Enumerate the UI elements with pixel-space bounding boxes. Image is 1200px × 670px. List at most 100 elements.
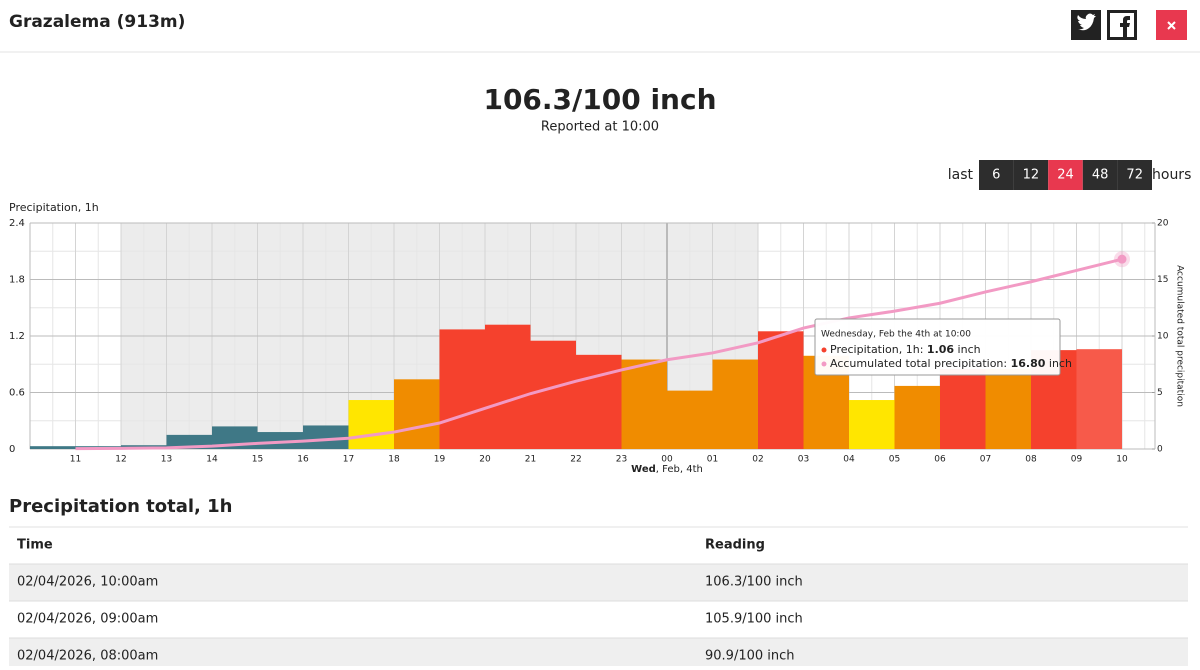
x-tick-label: 03	[798, 455, 809, 465]
bar	[30, 446, 76, 449]
range-prefix: last	[948, 167, 974, 183]
x-tick-label: 02	[752, 455, 763, 465]
x-tick-label: 07	[980, 455, 991, 465]
x-tick-label: 15	[252, 455, 263, 465]
y2-tick-label: 10	[1157, 332, 1169, 342]
bar	[940, 368, 986, 449]
x-tick-label: 08	[1025, 455, 1037, 465]
y2-tick-label: 15	[1157, 275, 1168, 285]
x-tick-label: 18	[388, 455, 400, 465]
column-header: Reading	[705, 538, 765, 553]
tooltip-label: Accumulated total precipitation:	[830, 357, 1011, 370]
tooltip-dot	[821, 347, 827, 353]
range-button[interactable]	[979, 160, 1014, 190]
range-button[interactable]	[1048, 160, 1083, 190]
range-button[interactable]	[1082, 160, 1118, 190]
tooltip-title: Wednesday, Feb the 4th at 10:00	[821, 330, 971, 340]
table-row	[9, 564, 1188, 601]
range-suffix: hours	[1152, 167, 1191, 183]
x-tick-label: 00	[661, 455, 673, 465]
x-tick-label: 01	[707, 455, 718, 465]
x-tick-label: 19	[434, 455, 446, 465]
bar	[348, 400, 394, 449]
bar	[394, 379, 440, 449]
x-tick-label: 10	[1116, 455, 1128, 465]
y2-axis-title: Accumulated total precipitation	[1175, 265, 1185, 407]
range-option: 12	[1023, 168, 1040, 183]
x-tick-label: 12	[115, 455, 126, 465]
x-tick-label: 16	[297, 455, 309, 465]
bar	[257, 432, 303, 449]
bar	[485, 324, 531, 449]
range-option: 48	[1092, 168, 1109, 183]
station-title: Grazalema (913m)	[9, 12, 185, 32]
y2-tick-label: 5	[1157, 388, 1163, 398]
bar	[439, 329, 485, 449]
table-cell: 02/04/2026, 09:00am	[17, 612, 158, 627]
table-cell: 02/04/2026, 08:00am	[17, 649, 158, 664]
x-tick-label: 09	[1071, 455, 1083, 465]
close-icon	[1167, 21, 1176, 30]
table-cell: 90.9/100 inch	[705, 649, 795, 664]
x-axis-title-rest: , Feb, 4th	[656, 464, 703, 475]
table-title: Precipitation total, 1h	[9, 496, 232, 517]
bar	[849, 400, 895, 449]
x-tick-label: 05	[889, 455, 900, 465]
range-button[interactable]	[1013, 160, 1049, 190]
bar	[667, 390, 713, 449]
y-tick-label: 2.4	[9, 218, 25, 229]
table-cell: 105.9/100 inch	[705, 612, 803, 627]
table-row	[9, 601, 1188, 638]
reported-time: Reported at 10:00	[541, 120, 659, 135]
bar	[530, 340, 576, 449]
x-tick-label: 23	[616, 455, 627, 465]
x-tick-label: 22	[570, 455, 581, 465]
tooltip	[814, 318, 1061, 376]
facebook-icon	[1120, 16, 1130, 37]
bar	[621, 359, 667, 449]
current-reading: 106.3/100 inch	[483, 83, 716, 116]
twitter-icon	[1077, 13, 1096, 31]
y2-tick-label: 20	[1157, 219, 1169, 229]
range-option: 6	[992, 168, 1000, 183]
x-tick-label: 20	[479, 455, 491, 465]
tooltip-unit: inch	[954, 343, 981, 356]
tooltip-value: 16.80	[1011, 357, 1046, 370]
column-header: Time	[17, 538, 53, 553]
table-row	[9, 638, 1188, 670]
tooltip-dot	[821, 361, 827, 367]
y-tick-label: 0.6	[9, 388, 25, 399]
x-tick-label: 17	[343, 455, 354, 465]
bar	[576, 354, 622, 449]
y-tick-label: 1.2	[9, 331, 25, 342]
y2-tick-label: 0	[1157, 445, 1163, 455]
x-tick-label: 06	[934, 455, 946, 465]
x-axis-title-bold: Wed	[631, 464, 656, 475]
tooltip-label: Precipitation, 1h:	[830, 343, 927, 356]
bar	[712, 359, 758, 449]
tooltip-value: 1.06	[927, 343, 954, 356]
x-tick-label: 04	[843, 455, 855, 465]
tooltip-row: Accumulated total precipitation: 16.80 i…	[830, 357, 1072, 370]
bar	[303, 425, 349, 449]
table-cell: 106.3/100 inch	[705, 575, 803, 590]
y-axis-title: Precipitation, 1h	[9, 201, 99, 214]
range-button[interactable]	[1117, 160, 1152, 190]
y-tick-label: 0	[9, 444, 15, 455]
x-axis-title: Wed, Feb, 4th	[631, 464, 703, 475]
x-tick-label: 21	[525, 455, 536, 465]
bar	[1076, 349, 1122, 449]
bar	[758, 331, 804, 449]
bar	[985, 368, 1031, 449]
accumulated-line	[75, 257, 1123, 451]
x-tick-label: 11	[70, 455, 81, 465]
bar	[894, 385, 940, 449]
x-tick-label: 14	[206, 455, 218, 465]
hover-point	[1117, 254, 1127, 264]
x-tick-label: 13	[161, 455, 172, 465]
range-option: 72	[1126, 168, 1143, 183]
y-tick-label: 1.8	[9, 275, 25, 286]
table-cell: 02/04/2026, 10:00am	[17, 575, 158, 590]
range-option: 24	[1057, 168, 1074, 183]
